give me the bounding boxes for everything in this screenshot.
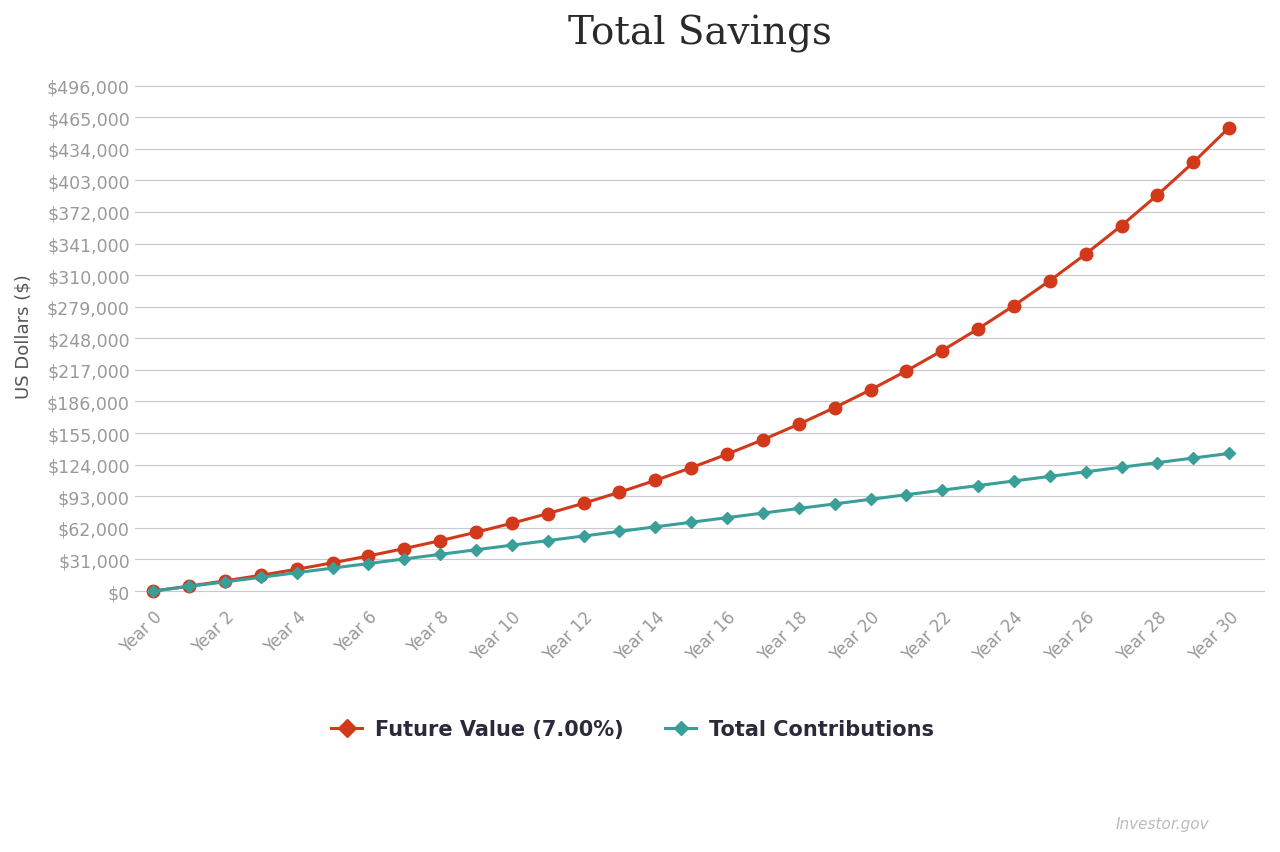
Text: Investor.gov: Investor.gov: [1116, 815, 1210, 831]
Future Value (7.00%): [182, 581, 197, 591]
Total Contributions: [182, 582, 197, 592]
Total Contributions: [504, 540, 520, 550]
Future Value (7.00%): [899, 366, 914, 377]
Future Value (7.00%): [361, 551, 376, 561]
Future Value (7.00%): [934, 346, 950, 356]
Total Contributions: [576, 532, 591, 542]
Future Value (7.00%): [1114, 222, 1129, 232]
Future Value (7.00%): [1042, 276, 1057, 286]
Total Contributions: [253, 573, 269, 583]
Future Value (7.00%): [1078, 250, 1093, 260]
Total Contributions: [397, 554, 412, 564]
Future Value (7.00%): [325, 558, 340, 568]
Future Value (7.00%): [648, 475, 663, 486]
Total Contributions: [1006, 476, 1021, 486]
Total Contributions: [1149, 458, 1165, 469]
Future Value (7.00%): [970, 325, 986, 335]
Future Value (7.00%): [863, 385, 878, 395]
Total Contributions: [934, 486, 950, 496]
Future Value (7.00%): [684, 463, 699, 474]
Future Value (7.00%): [1221, 124, 1236, 134]
Total Contributions: [1221, 449, 1236, 459]
Y-axis label: US Dollars ($): US Dollars ($): [15, 273, 33, 398]
Total Contributions: [612, 527, 627, 537]
Future Value (7.00%): [504, 519, 520, 529]
Future Value (7.00%): [397, 544, 412, 554]
Line: Total Contributions: Total Contributions: [148, 450, 1234, 596]
Future Value (7.00%): [1185, 158, 1201, 169]
Total Contributions: [899, 490, 914, 500]
Total Contributions: [648, 522, 663, 532]
Total Contributions: [1114, 463, 1129, 473]
Total Contributions: [325, 563, 340, 573]
Future Value (7.00%): [253, 571, 269, 581]
Future Value (7.00%): [612, 487, 627, 498]
Total Contributions: [827, 499, 842, 509]
Future Value (7.00%): [433, 536, 448, 546]
Total Contributions: [468, 545, 484, 556]
Future Value (7.00%): [540, 509, 556, 519]
Total Contributions: [1185, 453, 1201, 463]
Total Contributions: [433, 550, 448, 560]
Line: Future Value (7.00%): Future Value (7.00%): [147, 122, 1235, 597]
Total Contributions: [684, 517, 699, 527]
Future Value (7.00%): [791, 419, 806, 429]
Total Contributions: [791, 504, 806, 514]
Total Contributions: [1078, 467, 1093, 477]
Total Contributions: [289, 568, 305, 579]
Total Contributions: [361, 559, 376, 569]
Future Value (7.00%): [289, 565, 305, 575]
Total Contributions: [719, 513, 735, 523]
Future Value (7.00%): [146, 586, 161, 596]
Total Contributions: [863, 495, 878, 505]
Future Value (7.00%): [827, 403, 842, 413]
Future Value (7.00%): [468, 527, 484, 538]
Legend: Future Value (7.00%), Total Contributions: Future Value (7.00%), Total Contribution…: [323, 711, 942, 747]
Total Contributions: [540, 536, 556, 546]
Future Value (7.00%): [1149, 191, 1165, 201]
Future Value (7.00%): [576, 498, 591, 509]
Total Contributions: [755, 509, 771, 519]
Future Value (7.00%): [218, 576, 233, 586]
Total Contributions: [970, 481, 986, 491]
Future Value (7.00%): [719, 450, 735, 460]
Future Value (7.00%): [1006, 301, 1021, 311]
Total Contributions: [146, 586, 161, 596]
Total Contributions: [1042, 472, 1057, 482]
Total Contributions: [218, 577, 233, 587]
Future Value (7.00%): [755, 435, 771, 446]
Title: Total Savings: Total Savings: [568, 15, 832, 53]
